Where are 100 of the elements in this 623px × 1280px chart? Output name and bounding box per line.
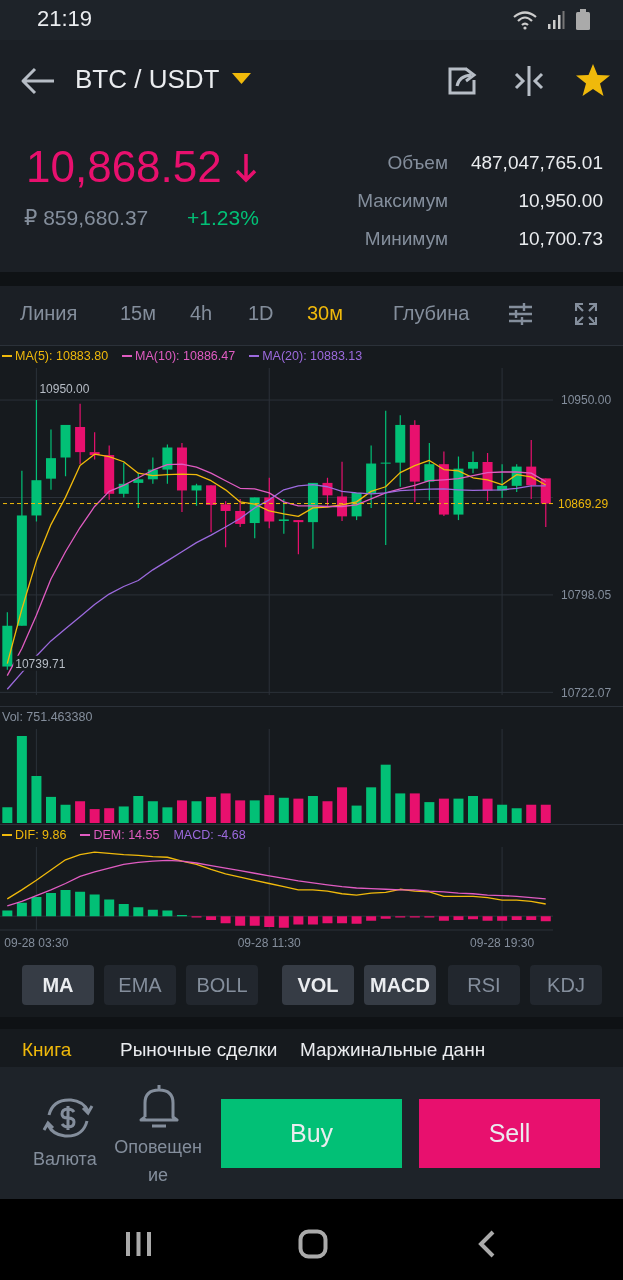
candlestick [293, 519, 304, 555]
bar [307, 796, 318, 823]
bar [206, 796, 217, 823]
legend-label: DEM: 14.55 [92, 828, 160, 842]
bar [220, 793, 231, 823]
bar [511, 808, 522, 823]
bar [264, 916, 275, 928]
legend-label: MA(10): 10886.47 [134, 349, 236, 363]
bar [147, 801, 158, 823]
text: Маржинальные данн [300, 1039, 486, 1061]
bar [162, 910, 173, 917]
text: 4h [190, 302, 213, 325]
bar [380, 764, 391, 823]
bar [337, 916, 348, 924]
text: 10,868.52 [26, 142, 222, 192]
bar [351, 916, 362, 924]
bar [2, 807, 13, 823]
text: BOLL [186, 965, 258, 1005]
bar [75, 891, 86, 917]
bar [60, 804, 71, 823]
bar [540, 804, 551, 823]
bar [380, 916, 391, 919]
text: KDJ [530, 965, 602, 1005]
text: 487,047,765.01 [470, 152, 603, 174]
bar [147, 909, 158, 917]
bar [351, 805, 362, 823]
bar [468, 916, 479, 920]
text: MACD: -4.68 [173, 828, 246, 842]
x-tick-label: 09-28 19:30 [470, 935, 535, 950]
text: Линия [20, 302, 78, 325]
bar [482, 798, 493, 823]
bar [438, 916, 449, 921]
bar [235, 916, 246, 926]
bar [322, 801, 333, 823]
bar [206, 916, 217, 921]
text: +1.23% [187, 206, 259, 230]
bar [249, 800, 260, 823]
y-tick-label: 10722.07 [561, 685, 612, 700]
candlestick [45, 428, 56, 491]
text: VOL [282, 965, 354, 1005]
candlestick [424, 442, 435, 502]
bar [482, 916, 493, 921]
candlestick [162, 443, 173, 485]
bar [249, 916, 260, 926]
text: EMA [104, 965, 176, 1005]
bar [31, 896, 42, 917]
text: Рыночные сделки [120, 1039, 278, 1061]
text: ₽ 859,680.37 [24, 206, 149, 230]
text: Оповещение [113, 1136, 203, 1187]
bar [293, 798, 304, 823]
bar [497, 804, 508, 823]
bar [264, 795, 275, 823]
bar [235, 800, 246, 823]
bar [176, 800, 187, 823]
bar [16, 902, 27, 917]
bar [118, 904, 129, 917]
candlestick [191, 483, 202, 507]
text: Валюта [33, 1149, 97, 1170]
bar [133, 796, 144, 823]
bar [104, 899, 115, 917]
bar [89, 894, 100, 917]
bar [511, 916, 522, 921]
bar [220, 916, 231, 924]
x-tick-label: 09-28 03:30 [4, 935, 69, 950]
bar [293, 916, 304, 925]
bar [453, 916, 464, 921]
bar [337, 787, 348, 823]
bar [438, 798, 449, 823]
bar [526, 916, 537, 921]
text: MA [22, 965, 94, 1005]
text: 21:19 [37, 6, 93, 32]
bar [133, 907, 144, 917]
text: 15м [120, 302, 156, 325]
candlestick [133, 472, 144, 509]
text: RSI [448, 965, 520, 1005]
bar [278, 916, 289, 928]
candlestick [278, 498, 289, 535]
bar [60, 889, 71, 917]
bar [366, 916, 377, 921]
bar [453, 798, 464, 823]
text: 1D [248, 302, 274, 325]
y-tick-label: 10950.00 [561, 393, 612, 408]
x-tick-label: 09-28 11:30 [237, 935, 302, 950]
text: Buy [221, 1099, 402, 1168]
candlestick [206, 484, 217, 533]
bar [278, 797, 289, 823]
legend-label: MA(5): 10883.80 [14, 349, 109, 363]
candlestick [468, 450, 479, 474]
text: Минимум [364, 228, 448, 250]
text: Sell [419, 1099, 600, 1168]
bar [75, 801, 86, 823]
text: Объем [387, 152, 448, 174]
bar [89, 809, 100, 823]
bar [307, 916, 318, 925]
chart-title: Vol: 751.463380 [2, 710, 93, 724]
ref-line-label: 10869.29 [558, 496, 609, 511]
bar [540, 916, 551, 922]
bar [2, 910, 13, 917]
text: 10,700.73 [518, 228, 603, 250]
text: Глубина [393, 302, 470, 325]
